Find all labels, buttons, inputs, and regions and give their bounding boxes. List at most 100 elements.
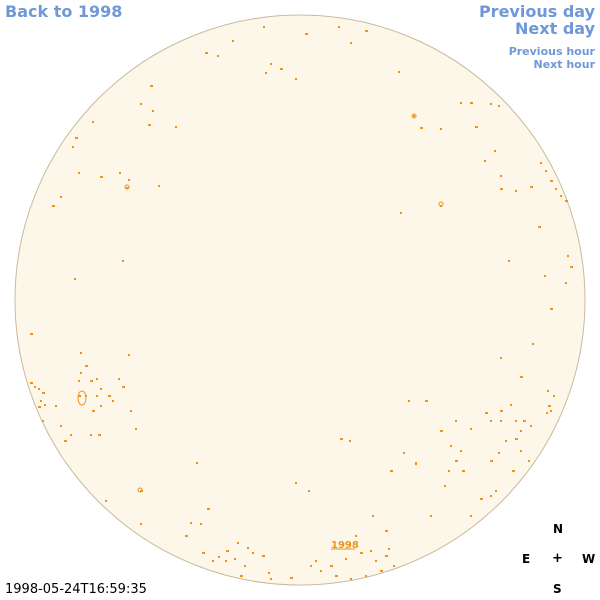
feature-mark: [403, 452, 405, 454]
feature-mark: [570, 266, 573, 268]
feature-mark: [560, 195, 562, 197]
feature-mark: [388, 548, 390, 550]
feature-mark: [118, 378, 120, 380]
feature-contour: [438, 201, 444, 207]
feature-mark: [520, 430, 522, 432]
feature-mark: [515, 438, 518, 440]
feature-mark: [390, 470, 393, 472]
feature-mark: [80, 372, 82, 374]
next-day-link[interactable]: Next day: [515, 19, 595, 38]
feature-mark: [528, 460, 530, 462]
feature-mark: [34, 386, 36, 388]
feature-mark: [80, 352, 82, 354]
feature-mark: [508, 260, 510, 262]
feature-mark: [38, 388, 40, 390]
compass-east: E: [522, 552, 531, 566]
feature-mark: [200, 523, 202, 525]
feature-mark: [70, 434, 72, 436]
feature-mark: [280, 68, 283, 70]
compass-west: W: [582, 552, 596, 566]
feature-mark: [320, 570, 322, 572]
feature-mark: [60, 425, 62, 427]
feature-mark: [140, 523, 142, 525]
feature-mark: [565, 282, 567, 284]
back-to-year-link[interactable]: Back to 1998: [5, 2, 123, 21]
feature-mark: [413, 115, 415, 117]
feature-mark: [550, 180, 553, 182]
feature-mark: [140, 103, 142, 105]
feature-mark: [92, 410, 95, 412]
feature-mark: [270, 63, 272, 65]
feature-mark: [270, 578, 272, 580]
feature-mark: [455, 420, 457, 422]
feature-mark: [460, 102, 462, 104]
feature-mark: [207, 508, 210, 510]
feature-mark: [538, 226, 541, 228]
feature-mark: [349, 440, 351, 442]
previous-day-link[interactable]: Previous day: [478, 2, 595, 21]
feature-mark: [490, 103, 492, 105]
feature-mark: [532, 343, 534, 345]
feature-mark: [515, 420, 517, 422]
feature-mark: [505, 440, 507, 442]
feature-mark: [119, 172, 121, 174]
feature-mark: [100, 176, 103, 178]
feature-mark: [365, 575, 367, 577]
feature-mark: [372, 515, 374, 517]
feature-mark: [232, 40, 234, 42]
feature-mark: [247, 547, 249, 549]
feature-mark: [268, 572, 270, 574]
feature-mark: [350, 578, 352, 580]
feature-mark: [498, 105, 500, 107]
feature-mark: [135, 428, 137, 430]
feature-mark: [415, 463, 417, 465]
next-hour-link[interactable]: Next hour: [533, 58, 596, 71]
feature-mark: [500, 420, 502, 422]
feature-mark: [480, 498, 483, 500]
feature-mark: [470, 428, 472, 430]
feature-mark: [520, 450, 522, 452]
feature-mark: [338, 26, 340, 28]
feature-mark: [217, 55, 219, 57]
feature-mark: [205, 52, 208, 54]
feature-mark: [500, 175, 502, 177]
feature-mark: [546, 412, 548, 414]
feature-mark: [185, 535, 188, 537]
feature-mark: [100, 405, 102, 407]
feature-mark: [310, 565, 312, 567]
feature-mark: [500, 357, 502, 359]
feature-mark: [567, 255, 569, 257]
feature-mark: [375, 560, 377, 562]
feature-mark: [30, 333, 33, 335]
feature-mark: [515, 190, 517, 192]
feature-mark: [262, 555, 265, 557]
compass-center: +: [552, 551, 563, 566]
feature-mark: [550, 410, 552, 412]
previous-hour-link[interactable]: Previous hour: [508, 45, 595, 58]
feature-mark: [450, 445, 452, 447]
feature-mark: [565, 200, 568, 202]
feature-mark: [530, 186, 533, 188]
feature-mark: [544, 275, 546, 277]
feature-mark: [122, 260, 124, 262]
feature-mark: [225, 560, 227, 562]
feature-mark: [340, 438, 343, 440]
feature-mark: [96, 395, 98, 397]
feature-mark: [510, 404, 512, 406]
feature-mark: [490, 420, 492, 422]
feature-mark: [196, 462, 198, 464]
feature-mark: [385, 555, 388, 557]
feature-mark: [550, 308, 553, 310]
feature-mark: [218, 556, 220, 558]
feature-mark: [90, 434, 92, 436]
disk-year-label[interactable]: 1998: [331, 540, 359, 551]
feature-mark: [512, 470, 515, 472]
feature-mark: [148, 124, 151, 126]
feature-mark: [460, 450, 462, 452]
compass-south: S: [553, 582, 562, 596]
feature-mark: [128, 354, 130, 356]
feature-mark: [90, 380, 93, 382]
feature-mark: [55, 405, 57, 407]
feature-contour: [411, 113, 417, 119]
